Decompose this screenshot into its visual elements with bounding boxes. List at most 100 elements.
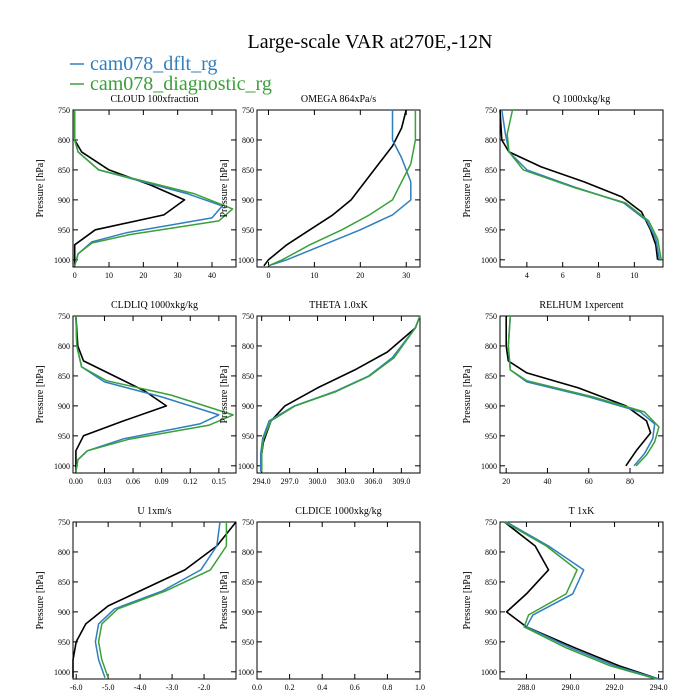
panel-3-series-0 <box>75 315 168 472</box>
panel-6-ytick-label-4: 950 <box>58 638 70 647</box>
panel-3-ytick-label-2: 850 <box>58 372 70 381</box>
panel-5-ytick-label-4: 950 <box>485 432 497 441</box>
panel-4: THETA 1.0xK Pressure [hPa] 750 800 850 900 950… <box>219 300 421 486</box>
panel-8-series-2 <box>504 521 657 680</box>
panel-7-ytick-label-5: 1000 <box>238 668 254 677</box>
panel-8-ytick-label-1: 800 <box>485 548 497 557</box>
panel-8-xtick-label-2: 292.0 <box>606 683 624 692</box>
panel-0-ylabel: Pressure [hPa] <box>35 159 46 217</box>
panel-6-title: U 1xm/s <box>137 506 171 517</box>
panel-3-ytick-label-0: 750 <box>58 312 70 321</box>
panel-4-frame <box>256 315 421 474</box>
panel-4-xtick-label-5: 309.0 <box>392 477 410 486</box>
panel-2-ytick-label-3: 900 <box>485 196 497 205</box>
panel-5-xtick-label-3: 80 <box>626 477 634 486</box>
panel-6-ytick-label-5: 1000 <box>54 668 70 677</box>
panel-3-xtick-label-5: 0.15 <box>212 477 226 486</box>
panel-3-xtick-label-1: 0.03 <box>97 477 111 486</box>
panel-2-ytick-label-1: 800 <box>485 136 497 145</box>
panel-6-ylabel: Pressure [hPa] <box>35 571 46 629</box>
panel-5-ytick-label-3: 900 <box>485 402 497 411</box>
panel-3-frame <box>72 315 237 474</box>
panel-8: T 1xK Pressure [hPa] 750 800 850 900 950 1000 28… <box>462 506 668 692</box>
panel-6-ytick-label-1: 800 <box>58 548 70 557</box>
panel-0-series-2 <box>73 110 234 267</box>
panel-5-ylabel: Pressure [hPa] <box>462 365 473 423</box>
panel-8-ylabel: Pressure [hPa] <box>462 571 473 629</box>
panel-2-ytick-label-0: 750 <box>485 106 497 115</box>
panel-8-ytick-label-3: 900 <box>485 608 497 617</box>
panel-3-xtick-label-3: 0.09 <box>155 477 169 486</box>
panel-0-ytick-label-0: 750 <box>58 106 70 115</box>
panel-7: CLDICE 1000xkg/kg Pressure [hPa] 750 800 850… <box>219 506 425 692</box>
panel-8-ytick-label-2: 850 <box>485 578 497 587</box>
panel-1-ytick-label-1: 800 <box>242 136 254 145</box>
panel-1-xtick-label-0: 0 <box>266 271 270 280</box>
panel-5-series-2 <box>507 315 660 467</box>
panel-1: OMEGA 864xPa/s Pressure [hPa] 750 800 850 900… <box>219 94 421 280</box>
panel-1-series-1 <box>268 110 412 267</box>
panel-1-ytick-label-4: 950 <box>242 226 254 235</box>
panel-2-xtick-label-3: 10 <box>630 271 638 280</box>
panel-6-series-2 <box>97 522 228 679</box>
panel-0-title: CLOUD 100xfraction <box>110 94 198 105</box>
panel-3-xtick-label-0: 0.00 <box>69 477 83 486</box>
panel-4-ytick-label-0: 750 <box>242 312 254 321</box>
panel-0-ytick-label-2: 850 <box>58 166 70 175</box>
panel-1-xtick-label-2: 20 <box>356 271 364 280</box>
panel-2-ylabel: Pressure [hPa] <box>462 159 473 217</box>
panel-3-ytick-label-5: 1000 <box>54 462 70 471</box>
panel-5-ytick-label-2: 850 <box>485 372 497 381</box>
panel-5: RELHUM 1xpercent Pressure [hPa] 750 800 850 9… <box>462 300 664 486</box>
panel-7-xtick-label-1: 0.2 <box>285 683 295 692</box>
panel-0-xtick-label-2: 20 <box>139 271 147 280</box>
panel-7-xtick-label-2: 0.4 <box>317 683 327 692</box>
panel-3-ytick-label-3: 900 <box>58 402 70 411</box>
panel-4-ytick-label-4: 950 <box>242 432 254 441</box>
panel-1-ytick-label-5: 1000 <box>238 256 254 265</box>
panel-7-title: CLDICE 1000xkg/kg <box>295 506 381 517</box>
panel-8-xtick-label-3: 294.0 <box>650 683 668 692</box>
panel-6-xtick-label-2: -4.0 <box>134 683 147 692</box>
panel-4-xtick-label-3: 303.0 <box>336 477 354 486</box>
panel-4-xtick-label-2: 300.0 <box>309 477 327 486</box>
panel-2-series-2 <box>506 109 662 260</box>
panel-3-xtick-label-4: 0.12 <box>183 477 197 486</box>
panel-2-ytick-label-5: 1000 <box>481 256 497 265</box>
panel-1-title: OMEGA 864xPa/s <box>301 94 376 105</box>
panel-6-xtick-label-3: -3.0 <box>166 683 179 692</box>
panel-5-xtick-label-1: 40 <box>543 477 551 486</box>
panel-2-xtick-label-0: 4 <box>525 271 529 280</box>
panel-0-xtick-label-1: 10 <box>105 271 113 280</box>
panel-1-ytick-label-0: 750 <box>242 106 254 115</box>
panel-1-xtick-label-1: 10 <box>310 271 318 280</box>
panel-5-ytick-label-5: 1000 <box>481 462 497 471</box>
panel-6: U 1xm/s Pressure [hPa] 750 800 850 900 950 1000… <box>35 506 237 692</box>
panel-8-series-1 <box>506 521 659 680</box>
panel-6-series-1 <box>94 521 221 679</box>
legend-label-dflt: cam078_dflt_rg <box>90 53 217 75</box>
panel-7-xtick-label-3: 0.6 <box>350 683 360 692</box>
panel-2-ytick-label-4: 950 <box>485 226 497 235</box>
panel-5-series-0 <box>505 316 652 467</box>
panel-0-ytick-label-1: 800 <box>58 136 70 145</box>
panel-2-xtick-label-2: 8 <box>597 271 601 280</box>
panel-2-xtick-label-1: 6 <box>561 271 565 280</box>
panel-3-ytick-label-4: 950 <box>58 432 70 441</box>
panel-4-ytick-label-1: 800 <box>242 342 254 351</box>
panel-1-ytick-label-2: 850 <box>242 166 254 175</box>
panel-4-ylabel: Pressure [hPa] <box>219 365 230 423</box>
panel-2-ytick-label-2: 850 <box>485 166 497 175</box>
panel-5-ytick-label-1: 800 <box>485 342 497 351</box>
panel-0-xtick-label-4: 40 <box>208 271 216 280</box>
panel-7-xtick-label-5: 1.0 <box>415 683 425 692</box>
panel-3-ylabel: Pressure [hPa] <box>35 365 46 423</box>
panel-1-ylabel: Pressure [hPa] <box>219 159 230 217</box>
panel-1-frame <box>256 109 421 268</box>
panel-3-ytick-label-1: 800 <box>58 342 70 351</box>
panel-7-ytick-label-3: 900 <box>242 608 254 617</box>
panel-7-xtick-label-0: 0.0 <box>252 683 262 692</box>
panel-0-xtick-label-3: 30 <box>174 271 182 280</box>
